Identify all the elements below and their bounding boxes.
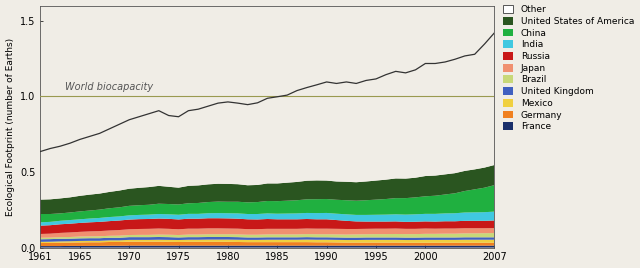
Y-axis label: Ecological Footprint (number of Earths): Ecological Footprint (number of Earths) <box>6 38 15 216</box>
Legend: Other, United States of America, China, India, Russia, Japan, Brazil, United Kin: Other, United States of America, China, … <box>504 5 634 131</box>
Text: World biocapacity: World biocapacity <box>65 82 153 92</box>
